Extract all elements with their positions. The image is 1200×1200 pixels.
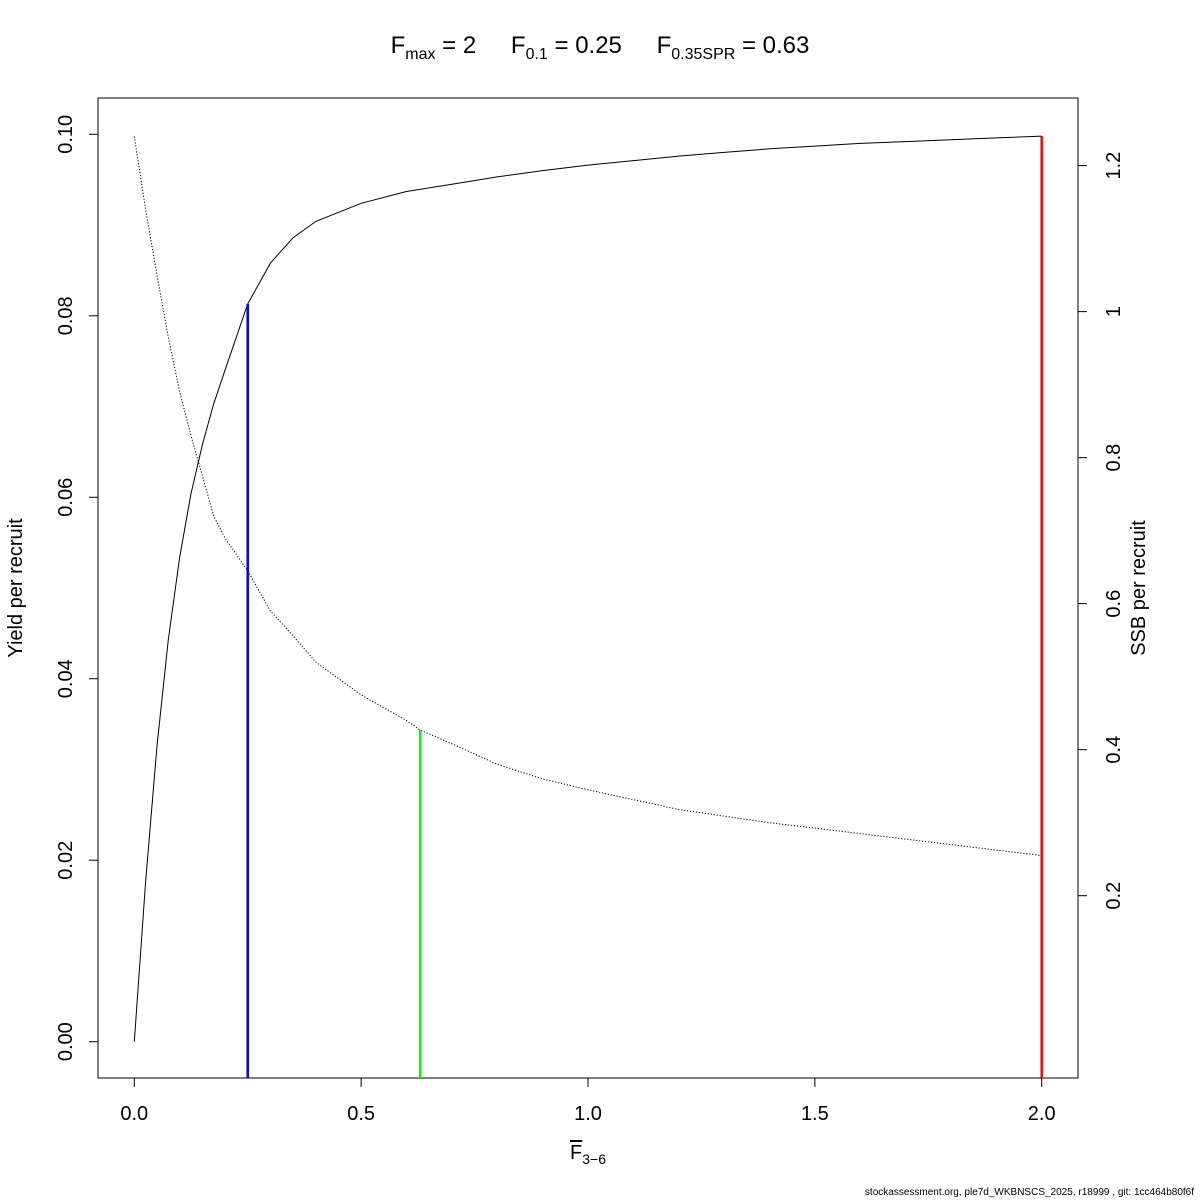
y2-axis: 0.2 0.4 0.6 0.8 1 1.2 (1077, 152, 1125, 910)
x-tick-label: 2.0 (1028, 1103, 1056, 1125)
title-f01: F0.1 = 0.25 (510, 32, 622, 63)
y-tick-label: 0.02 (55, 841, 77, 880)
y2-tick-label: 1.2 (1103, 152, 1125, 180)
y-tick-label: 0.06 (55, 478, 77, 517)
y2-tick-label: 0.6 (1103, 590, 1125, 618)
y-tick-label: 0.08 (55, 296, 77, 335)
y-tick-label: 0.10 (55, 115, 77, 154)
x-tick-label: 1.5 (801, 1103, 829, 1125)
y-tick-label: 0.00 (55, 1022, 77, 1061)
plot-frame (97, 97, 1079, 1079)
y2-tick-label: 0.2 (1103, 882, 1125, 910)
y2-tick-label: 0.8 (1103, 444, 1125, 472)
chart-title: Fmax = 2 F0.1 = 0.25 F0.35SPR = 0.63 (0, 32, 1200, 64)
x-tick-label: 1.0 (574, 1103, 602, 1125)
yield-per-recruit-line (133, 135, 1042, 1042)
y2-axis-label: SSB per recruit (1128, 520, 1150, 656)
y-axis: 0.00 0.02 0.04 0.06 0.08 0.10 (55, 115, 99, 1061)
title-fmax: Fmax = 2 (390, 32, 477, 63)
y-axis-label: Yield per recruit (5, 518, 27, 658)
x-tick-label: 0.5 (347, 1103, 375, 1125)
reference-lines (246, 136, 1043, 1078)
y2-tick-label: 0.4 (1103, 736, 1125, 764)
x-axis-label: F3−6 (570, 1142, 606, 1167)
x-tick-label: 0.0 (120, 1103, 148, 1125)
title-fspr: F0.35SPR = 0.63 (656, 32, 810, 63)
x-axis: 0.0 0.5 1.0 1.5 2.0 (120, 1077, 1056, 1125)
y2-tick-label: 1 (1103, 306, 1125, 317)
ssb-per-recruit-line (133, 136, 1042, 856)
y-tick-label: 0.04 (55, 659, 77, 698)
series-layer (133, 135, 1042, 1042)
footer-source: stockassessment.org, ple7d_WKBNSCS_2025,… (864, 1187, 1194, 1198)
